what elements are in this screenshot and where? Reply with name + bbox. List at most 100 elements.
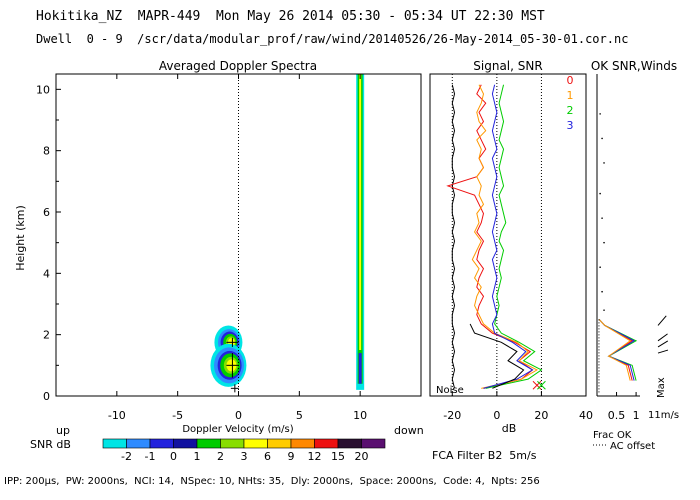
up-label: up bbox=[56, 424, 70, 437]
colorbar-swatch bbox=[267, 438, 292, 449]
colorbar-label: SNR dB bbox=[30, 438, 71, 451]
signal-ticks: -20 0 20 40 bbox=[443, 391, 593, 422]
colorbar-swatch bbox=[337, 438, 362, 449]
wind-arrow bbox=[657, 333, 668, 342]
doppler-x-tick-label: 10 bbox=[353, 409, 367, 422]
colorbar-swatch bbox=[314, 438, 339, 449]
colorbar-swatches bbox=[102, 438, 386, 449]
winds-x-tick-label: 1 bbox=[633, 409, 640, 422]
winds-plot-area bbox=[598, 113, 669, 393]
signal-series-beam-3 bbox=[483, 84, 534, 389]
height-tick-label: 6 bbox=[43, 206, 50, 219]
colorbar-tick-label: 3 bbox=[241, 450, 248, 463]
header-line-2: Dwell 0 - 9 /scr/data/modular_prof/raw/w… bbox=[36, 32, 629, 46]
colorbar-tick-label: 12 bbox=[308, 450, 322, 463]
wind-arrow bbox=[657, 340, 669, 348]
signal-series-noise bbox=[451, 84, 456, 389]
wind-arrow bbox=[657, 349, 669, 354]
doppler-ticks: -10 -5 0 5 10 0 2 4 6 8 10 bbox=[36, 74, 367, 422]
signal-legend-entry: 0 bbox=[567, 74, 574, 87]
colorbar-swatch bbox=[126, 438, 151, 449]
colorbar-swatch bbox=[243, 438, 268, 449]
header-line-1: Hokitika_NZ MAPR-449 Mon May 26 2014 05:… bbox=[36, 9, 545, 24]
max-speed-label: 11m/s bbox=[648, 410, 679, 421]
colorbar-swatch bbox=[102, 438, 127, 449]
frac-ok-dot bbox=[601, 217, 603, 219]
colorbar-swatch bbox=[173, 438, 198, 449]
winds-x-tick-label: 0.5 bbox=[608, 409, 626, 422]
max-label: Max bbox=[656, 377, 667, 398]
colorbar-swatch bbox=[196, 438, 221, 449]
height-tick-label: 4 bbox=[43, 267, 50, 280]
colorbar-tick-label: 9 bbox=[288, 450, 295, 463]
frac-ok-dot bbox=[601, 137, 603, 140]
signal-x-tick-label: 0 bbox=[493, 409, 500, 422]
signal-legend-entry: 1 bbox=[567, 89, 574, 102]
frac-ok-dot bbox=[603, 241, 605, 244]
height-tick-label: 2 bbox=[43, 329, 50, 342]
doppler-velocity-label: Doppler Velocity (m/s) bbox=[182, 424, 293, 435]
frac-ok-dot bbox=[599, 266, 601, 269]
colorbar-tick-label: 15 bbox=[331, 450, 345, 463]
frac-ok-line bbox=[598, 318, 632, 381]
frac-ok-dot bbox=[599, 113, 601, 115]
doppler-title: Averaged Doppler Spectra bbox=[159, 59, 317, 73]
signal-x-marker bbox=[537, 380, 546, 390]
doppler-x-tick-label: -10 bbox=[108, 409, 126, 422]
signal-x-marker bbox=[532, 380, 542, 390]
colorbar-swatch bbox=[220, 438, 245, 449]
signal-series-beam-1 bbox=[471, 84, 539, 389]
colorbar-ticks: -2 -1 0 1 2 3 6 9 12 15 20 bbox=[121, 450, 368, 463]
signal-power-low bbox=[469, 323, 525, 389]
winds-ticks: 0.5 1 bbox=[608, 392, 640, 422]
colorbar-swatch bbox=[290, 438, 315, 449]
signal-legend: 0 1 2 3 bbox=[567, 74, 574, 132]
colorbar-tick-label: 20 bbox=[355, 450, 369, 463]
frac-ok-dot bbox=[599, 192, 601, 195]
doppler-plot-area bbox=[210, 74, 365, 393]
doppler-x-tick-label: 0 bbox=[235, 409, 242, 422]
height-tick-label: 0 bbox=[43, 390, 50, 403]
frac-ok-dot bbox=[601, 290, 603, 293]
frac-ok-line bbox=[598, 318, 634, 381]
frac-ok-label: Frac OK bbox=[593, 430, 632, 441]
frac-ok-dot bbox=[603, 162, 605, 164]
interference-base bbox=[358, 353, 362, 384]
colorbar-tick-label: 1 bbox=[194, 450, 201, 463]
down-label: down bbox=[394, 424, 424, 437]
colorbar-swatch bbox=[361, 438, 386, 449]
colorbar-swatch bbox=[149, 438, 174, 449]
signal-panel: Signal, SNR -20 0 20 40 dB Noise 0 1 2 3 bbox=[429, 59, 593, 435]
signal-x-label: dB bbox=[502, 422, 517, 435]
height-tick-label: 10 bbox=[36, 83, 50, 96]
colorbar-tick-label: 0 bbox=[170, 450, 177, 463]
signal-legend-entry: 3 bbox=[567, 119, 574, 132]
signal-x-tick-label: 20 bbox=[534, 409, 548, 422]
colorbar-tick-label: 6 bbox=[264, 450, 271, 463]
frac-ok-dot bbox=[603, 309, 605, 311]
signal-frame bbox=[429, 73, 587, 397]
signal-series-beam-2 bbox=[485, 84, 543, 389]
noise-label: Noise bbox=[436, 385, 464, 396]
snr-colorbar: SNR dB -2 -1 0 1 2 3 6 9 12 15 20 bbox=[30, 438, 386, 463]
doppler-panel: Averaged Doppler Spectra Height (km) -10… bbox=[14, 59, 424, 437]
signal-title: Signal, SNR bbox=[473, 59, 542, 73]
doppler-x-tick-label: 5 bbox=[296, 409, 303, 422]
height-axis-label: Height (km) bbox=[14, 205, 27, 271]
fca-filter-label: FCA Filter B2 5m/s bbox=[432, 449, 537, 462]
colorbar-tick-label: 2 bbox=[217, 450, 224, 463]
colorbar-tick-label: -2 bbox=[121, 450, 132, 463]
interference-core bbox=[359, 74, 362, 350]
ac-offset-label: AC offset bbox=[610, 441, 655, 452]
signal-legend-entry: 2 bbox=[567, 104, 574, 117]
wind-arrow bbox=[657, 315, 667, 326]
signal-plot-area bbox=[446, 74, 546, 396]
signal-x-tick-label: -20 bbox=[443, 409, 461, 422]
radar-parameters: IPP: 200µs, PW: 2000ns, NCI: 14, NSpec: … bbox=[4, 476, 540, 487]
signal-x-tick-label: 40 bbox=[579, 409, 593, 422]
winds-panel: OK SNR,Winds 0.5 1 Frac OK AC offset Max … bbox=[591, 59, 679, 452]
colorbar-tick-label: -1 bbox=[145, 450, 156, 463]
winds-title: OK SNR,Winds bbox=[591, 59, 677, 73]
doppler-x-tick-label: -5 bbox=[172, 409, 183, 422]
